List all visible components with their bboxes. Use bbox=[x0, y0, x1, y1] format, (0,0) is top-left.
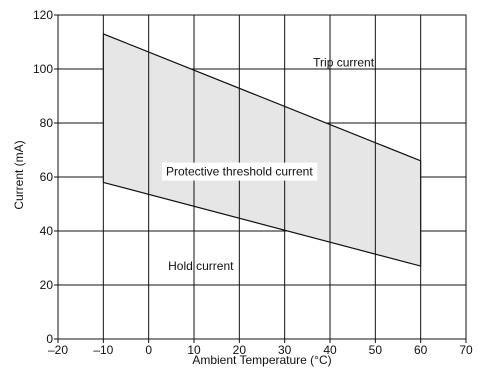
x-tick-label: 0 bbox=[145, 343, 152, 357]
annotation-trip-current: Trip current bbox=[313, 55, 375, 69]
protective-threshold-band bbox=[103, 33, 421, 267]
y-tick-label: 40 bbox=[40, 224, 54, 238]
annotation-protective-threshold: Protective threshold current bbox=[166, 165, 313, 179]
x-axis-label: Ambient Temperature (°C) bbox=[192, 353, 331, 367]
series-line-hold-current bbox=[103, 181, 421, 267]
y-axis-ticks: 0 20 40 60 80 100 120 bbox=[33, 8, 58, 346]
y-tick-label: 100 bbox=[33, 62, 53, 76]
y-tick-label: 0 bbox=[46, 332, 53, 346]
y-tick-label: 120 bbox=[33, 8, 53, 22]
x-tick-label: –10 bbox=[93, 343, 113, 357]
x-tick-label: 40 bbox=[323, 343, 337, 357]
y-axis-label: Current (mA) bbox=[12, 140, 26, 209]
annotation-hold-current: Hold current bbox=[168, 259, 234, 273]
x-tick-label: 50 bbox=[369, 343, 383, 357]
x-tick-label: –20 bbox=[48, 343, 68, 357]
x-tick-label: 60 bbox=[414, 343, 428, 357]
x-tick-label: 10 bbox=[187, 343, 201, 357]
y-tick-label: 20 bbox=[40, 278, 54, 292]
y-tick-label: 80 bbox=[40, 116, 54, 130]
x-tick-label: 70 bbox=[459, 343, 473, 357]
x-axis-ticks: –20 –10 0 10 20 30 40 50 60 70 bbox=[48, 339, 473, 357]
y-tick-label: 60 bbox=[40, 170, 54, 184]
x-tick-label: 30 bbox=[278, 343, 292, 357]
annotation-band-background bbox=[161, 162, 318, 181]
x-tick-label: 20 bbox=[233, 343, 247, 357]
series-line-trip-current bbox=[103, 33, 421, 162]
